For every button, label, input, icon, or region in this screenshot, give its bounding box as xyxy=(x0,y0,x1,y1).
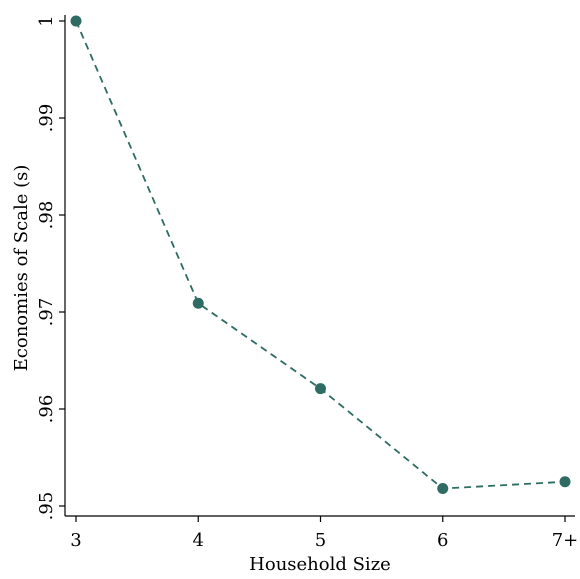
y-tick-label: .96 xyxy=(36,395,57,424)
series xyxy=(70,15,571,495)
y-tick-label: 1 xyxy=(36,15,57,26)
data-point xyxy=(559,476,571,488)
series-line xyxy=(75,20,566,490)
x-tick-label: 6 xyxy=(437,530,448,551)
x-axis-label: Household Size xyxy=(249,554,391,574)
x-tick-label: 5 xyxy=(315,530,326,551)
x-tick-label: 3 xyxy=(70,530,81,551)
x-ticks: 3 4 5 6 7+ xyxy=(70,516,578,551)
y-axis-label: Economies of Scale (s) xyxy=(11,165,32,372)
x-tick-label: 4 xyxy=(193,530,204,551)
y-ticks: .95 .96 .97 .98 .99 1 xyxy=(36,15,65,520)
y-tick-label: .95 xyxy=(36,492,57,521)
axes xyxy=(64,15,575,517)
data-point xyxy=(315,383,326,395)
y-tick-label: .99 xyxy=(36,104,57,133)
x-tick-label: 7+ xyxy=(552,530,579,551)
data-point xyxy=(192,297,204,309)
data-point xyxy=(70,15,82,27)
y-tick-label: .97 xyxy=(36,298,57,327)
data-point xyxy=(437,483,449,495)
y-tick-label: .98 xyxy=(36,201,57,230)
